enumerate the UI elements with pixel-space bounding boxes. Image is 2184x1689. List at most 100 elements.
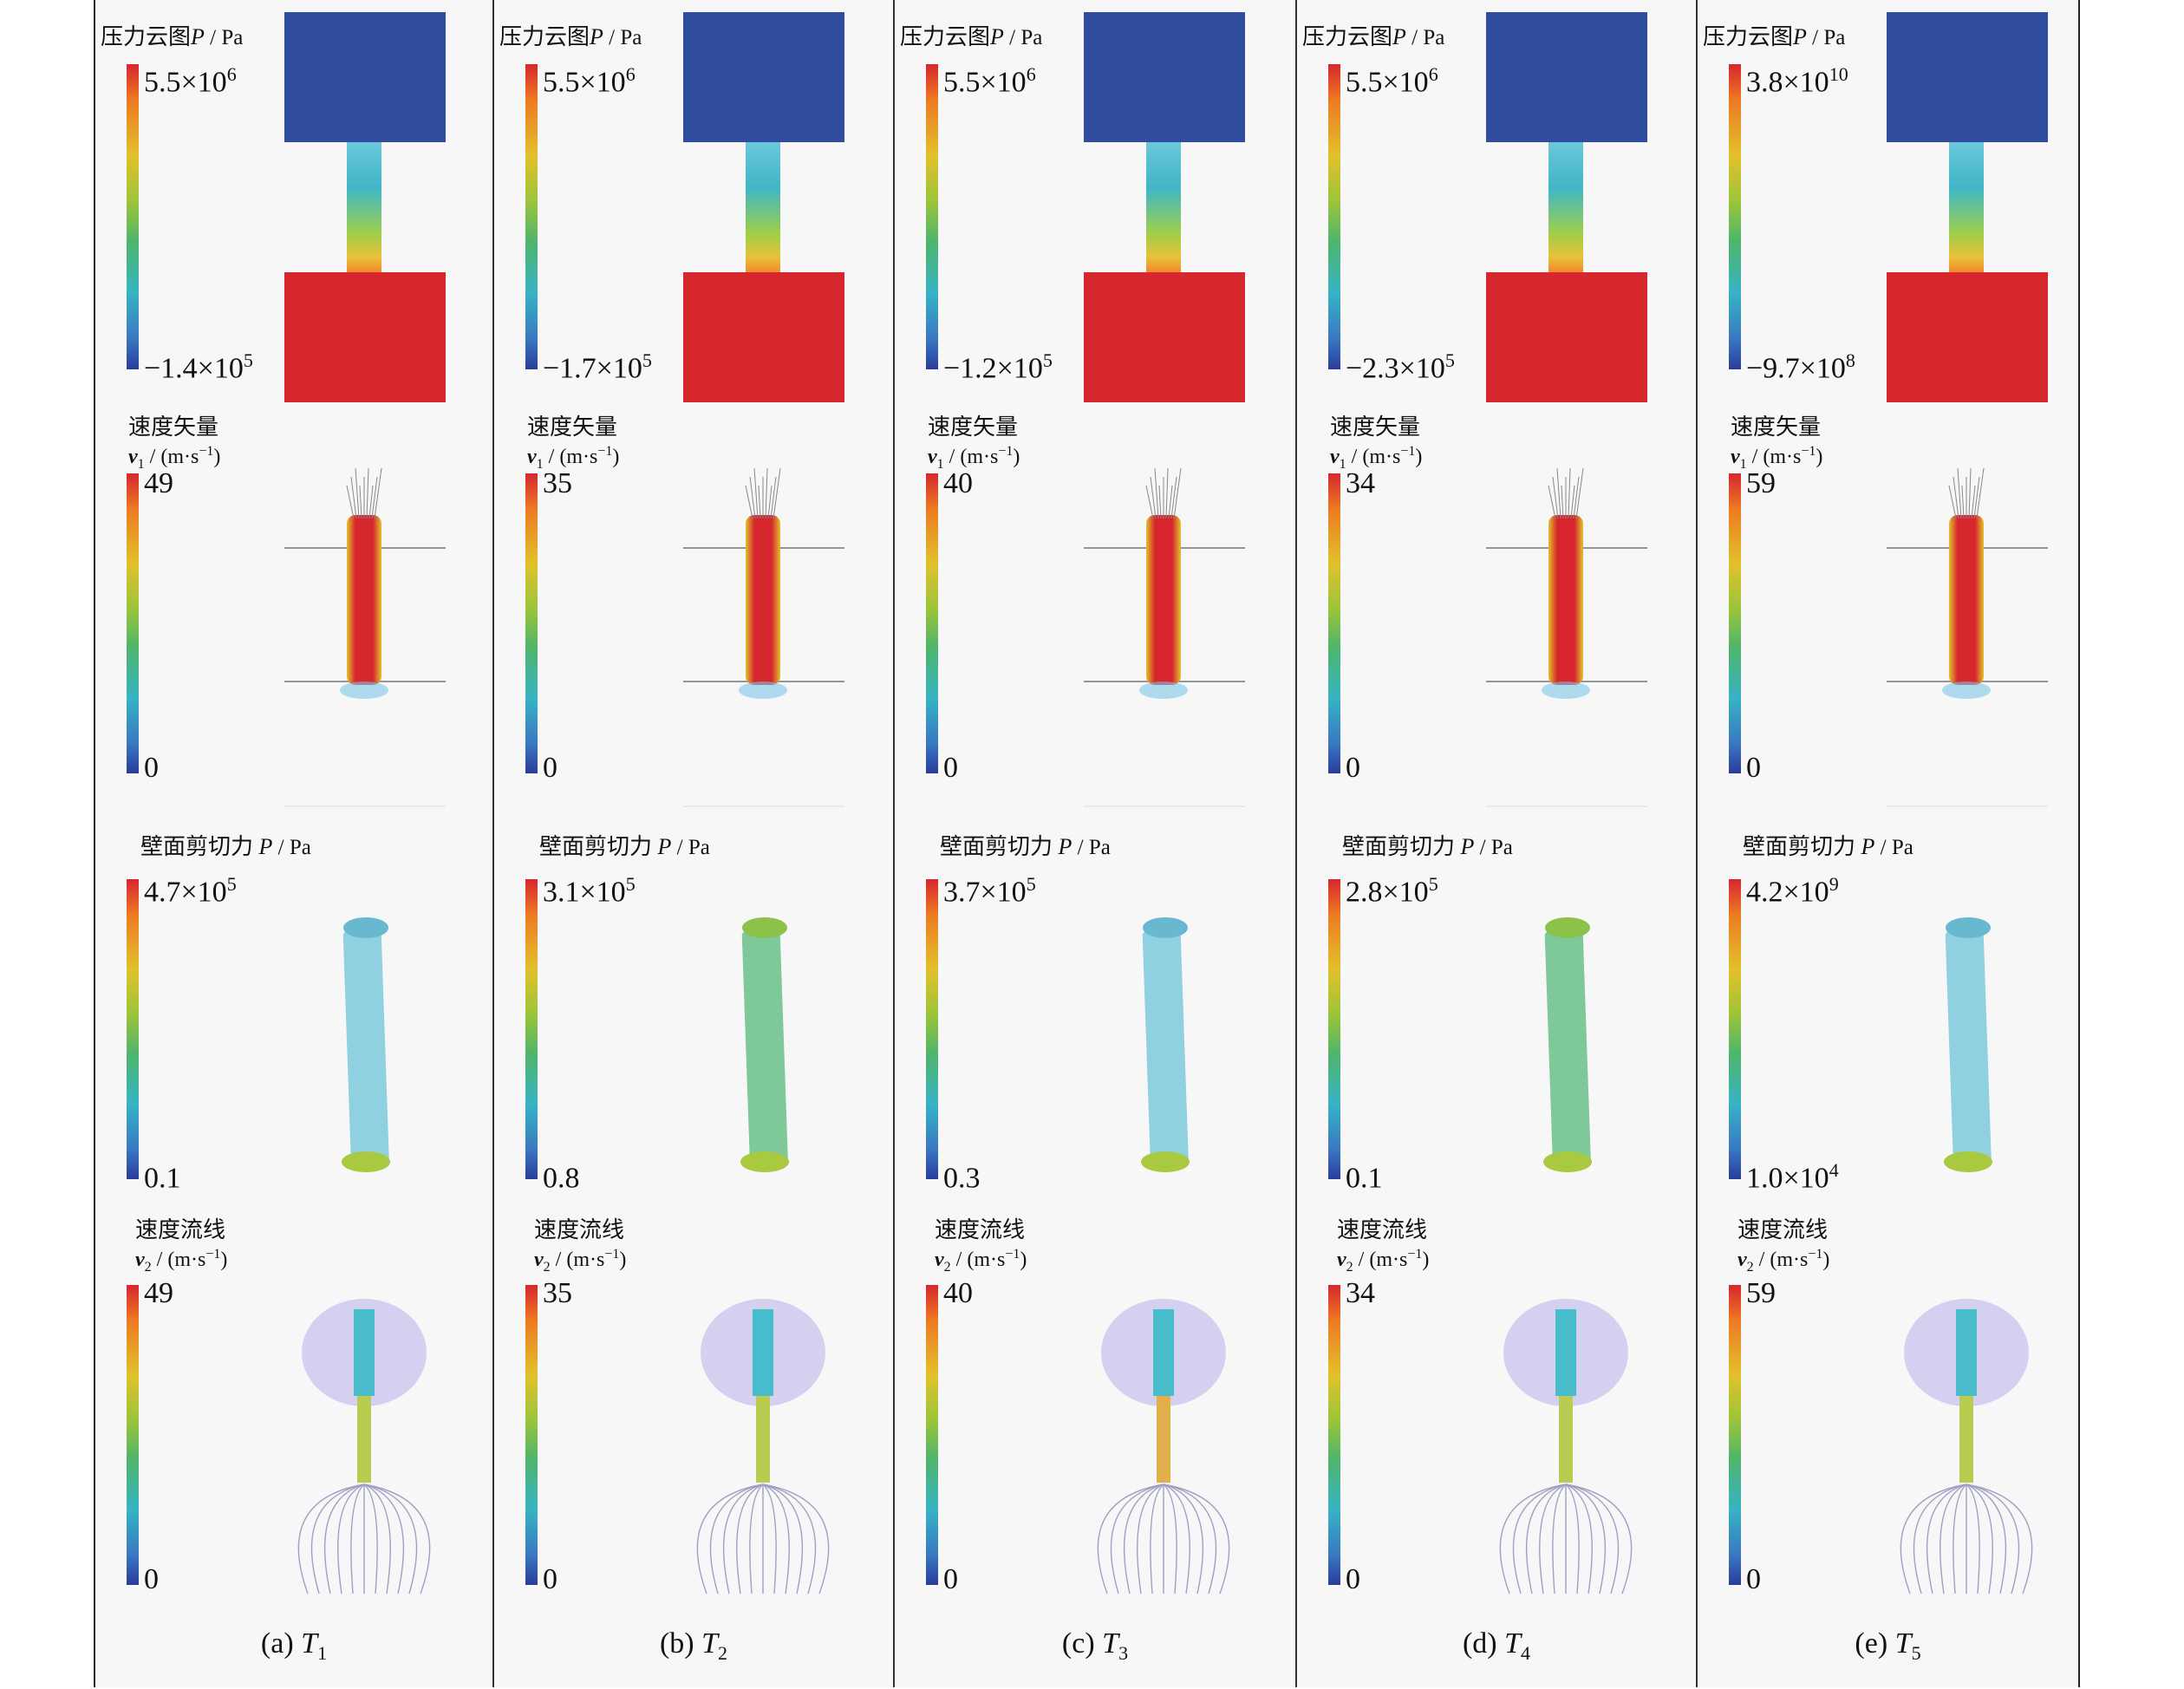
shear-tube-top bbox=[343, 917, 388, 938]
streamline-unit: v2 / (m·s−1) bbox=[935, 1247, 1027, 1275]
pressure-upper-chamber bbox=[1486, 12, 1647, 142]
stream-lines bbox=[297, 1484, 431, 1594]
shear-tube-top bbox=[1545, 917, 1590, 938]
streamline bbox=[1163, 1484, 1190, 1594]
pressure-min-label: −9.7×108 bbox=[1746, 349, 1855, 385]
vector-arrow bbox=[1552, 476, 1559, 519]
streamline bbox=[1499, 1484, 1567, 1594]
wall-shear-title: 壁面剪切力 P / Pa bbox=[140, 834, 311, 859]
streamline bbox=[1150, 1484, 1164, 1594]
case-column: 压力云图P / Pa 5.5×106 −1.4×105 速度矢量 v1 / (m… bbox=[95, 0, 494, 1687]
vector-arrow bbox=[346, 485, 355, 519]
velocity-vector-unit: v1 / (m·s−1) bbox=[1731, 444, 1823, 472]
velocity-vector-colorbar bbox=[525, 473, 538, 773]
streamline bbox=[1110, 1484, 1164, 1594]
streamline-title: 速度流线 bbox=[534, 1217, 625, 1242]
pressure-lower-chamber bbox=[1084, 272, 1245, 402]
velocity-vector-colorbar bbox=[926, 473, 938, 773]
streamline bbox=[749, 1484, 764, 1594]
pressure-colorbar bbox=[525, 64, 538, 369]
vector-arrow bbox=[366, 467, 369, 519]
streamline bbox=[1163, 1484, 1177, 1594]
vector-arrow bbox=[1168, 485, 1173, 519]
streamline bbox=[350, 1484, 365, 1594]
vector-arrow bbox=[1145, 485, 1154, 519]
vector-arrow bbox=[1968, 467, 1972, 519]
shear-tube-base bbox=[740, 1151, 789, 1172]
streamline bbox=[762, 1484, 777, 1594]
wall-shear-max-label: 3.1×105 bbox=[543, 873, 636, 909]
streamline bbox=[1966, 1484, 1993, 1594]
stream-lines bbox=[1097, 1484, 1230, 1594]
streamline-unit: v2 / (m·s−1) bbox=[534, 1247, 627, 1275]
wall-shear-title: 壁面剪切力 P / Pa bbox=[940, 834, 1111, 859]
pressure-title: 压力云图P / Pa bbox=[1703, 24, 1846, 49]
simulation-images bbox=[683, 12, 844, 1594]
wall-shear-colorbar bbox=[127, 879, 139, 1179]
vector-arrow bbox=[773, 467, 781, 519]
velocity-vector-unit: v1 / (m·s−1) bbox=[527, 444, 620, 472]
streamline bbox=[310, 1484, 365, 1594]
velocity-vector-max-label: 49 bbox=[144, 467, 173, 499]
vector-arrow bbox=[371, 476, 378, 519]
stream-upper-jet bbox=[1153, 1309, 1174, 1396]
wall-shear-colorbar bbox=[926, 879, 938, 1179]
stream-nozzle-jet bbox=[1559, 1396, 1573, 1483]
velocity-vector-max-label: 59 bbox=[1746, 467, 1776, 499]
velocity-vector-colorbar bbox=[1729, 473, 1741, 773]
wall-shear-min-label: 0.8 bbox=[543, 1162, 580, 1195]
vector-arrow bbox=[1948, 485, 1957, 519]
stream-nozzle-jet bbox=[1959, 1396, 1973, 1483]
vector-arrow bbox=[745, 485, 753, 519]
streamline-colorbar bbox=[1729, 1285, 1741, 1585]
stream-nozzle-jet bbox=[1157, 1396, 1170, 1483]
streamline-unit: v2 / (m·s−1) bbox=[1337, 1247, 1430, 1275]
streamline bbox=[762, 1484, 790, 1594]
vector-inlet-plume bbox=[1942, 681, 1991, 699]
vector-arrow bbox=[1570, 485, 1575, 519]
vector-arrow bbox=[1961, 485, 1965, 519]
stream-lines bbox=[1499, 1484, 1633, 1594]
velocity-vector-title: 速度矢量 bbox=[527, 414, 618, 440]
streamline-max-label: 40 bbox=[943, 1277, 973, 1309]
shear-tube-top bbox=[1946, 917, 1991, 938]
streamline bbox=[1163, 1484, 1230, 1594]
shear-tube-body bbox=[342, 930, 389, 1166]
streamline bbox=[363, 1484, 391, 1594]
streamline-max-label: 35 bbox=[543, 1277, 572, 1309]
streamline bbox=[363, 1484, 404, 1594]
vector-arrow bbox=[1568, 467, 1571, 519]
streamline bbox=[762, 1484, 830, 1594]
streamline bbox=[1966, 1484, 2033, 1594]
streamline bbox=[1526, 1484, 1567, 1594]
simulation-images bbox=[1486, 12, 1647, 1594]
streamline bbox=[1539, 1484, 1567, 1594]
streamline bbox=[1512, 1484, 1567, 1594]
vector-arrow bbox=[1953, 476, 1959, 519]
wall-shear-min-label: 0.1 bbox=[144, 1162, 181, 1195]
pressure-upper-chamber bbox=[1084, 12, 1245, 142]
pressure-lower-chamber bbox=[683, 272, 844, 402]
velocity-vector-unit: v1 / (m·s−1) bbox=[128, 444, 221, 472]
streamline-colorbar bbox=[926, 1285, 938, 1585]
stream-lines bbox=[1900, 1484, 2033, 1594]
pressure-lower-chamber bbox=[1486, 272, 1647, 402]
wall-shear-max-label: 3.7×105 bbox=[943, 873, 1036, 909]
pressure-colorbar bbox=[1328, 64, 1340, 369]
pressure-min-label: −1.7×105 bbox=[543, 349, 652, 385]
wall-shear-colorbar bbox=[1328, 879, 1340, 1179]
pressure-min-label: −1.4×105 bbox=[144, 349, 253, 385]
streamline bbox=[1565, 1484, 1593, 1594]
streamline bbox=[1966, 1484, 1980, 1594]
pressure-nozzle bbox=[1146, 142, 1181, 272]
streamline bbox=[363, 1484, 378, 1594]
streamline-colorbar bbox=[1328, 1285, 1340, 1585]
wall-shear-max-label: 4.7×105 bbox=[144, 873, 237, 909]
pressure-title: 压力云图P / Pa bbox=[101, 24, 244, 49]
simulation-images bbox=[1887, 12, 2048, 1594]
vector-arrow bbox=[350, 476, 357, 519]
case-caption: (e) T5 bbox=[1855, 1627, 1921, 1664]
stream-upper-jet bbox=[354, 1309, 375, 1396]
streamline bbox=[1137, 1484, 1164, 1594]
streamline bbox=[696, 1484, 764, 1594]
